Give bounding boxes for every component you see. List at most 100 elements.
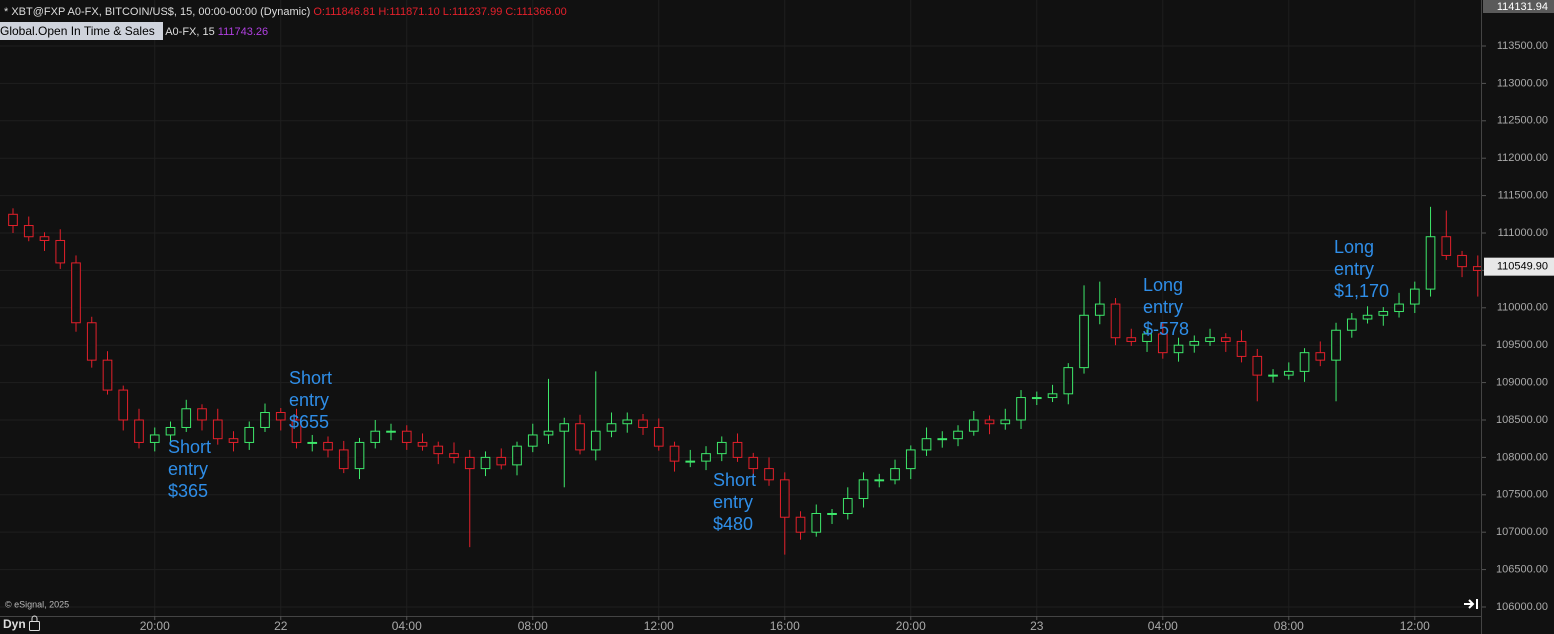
candle-body <box>1126 337 1137 342</box>
candle-body <box>1268 374 1278 377</box>
candle-body <box>417 441 428 447</box>
candle-body <box>512 445 522 466</box>
candle-body <box>480 456 491 470</box>
study-params: A0-FX, 15 <box>165 26 215 38</box>
candle-body <box>669 445 680 462</box>
y-tick-label: 108000.00 <box>1496 451 1548 463</box>
candle-body <box>653 426 664 447</box>
candle-body <box>212 419 223 440</box>
candle-body <box>401 430 412 443</box>
candle-body <box>8 213 18 227</box>
candle-body <box>1189 340 1200 346</box>
y-tick-label: 107500.00 <box>1496 489 1548 501</box>
x-tick-label: 04:00 <box>392 619 422 633</box>
candle-body <box>1220 337 1231 342</box>
candle-body <box>543 430 554 436</box>
candle-body <box>228 438 239 443</box>
candle-body <box>1362 314 1373 320</box>
candle-body <box>1205 337 1215 342</box>
candle-body <box>638 419 648 428</box>
candle-body <box>1173 344 1184 354</box>
study-value: 111743.26 <box>217 26 269 38</box>
candle-body <box>165 426 176 436</box>
annotation: $365 <box>168 481 208 501</box>
candle-body <box>197 408 207 421</box>
candle-body <box>275 412 286 421</box>
candle-body <box>527 434 538 447</box>
x-tick-label: 12:00 <box>644 619 674 633</box>
annotation: $480 <box>713 514 753 534</box>
candle-body <box>1157 333 1168 354</box>
candle-body <box>23 225 34 238</box>
y-tick-label: 113000.00 <box>1497 77 1548 89</box>
annotation: entry <box>1334 259 1374 279</box>
annotation: entry <box>168 459 208 479</box>
candle-body <box>118 389 129 421</box>
y-tick-label: 108500.00 <box>1496 414 1548 426</box>
candle-body <box>1378 311 1389 316</box>
x-tick-label: 20:00 <box>896 619 926 633</box>
candle-body <box>1094 303 1105 316</box>
candle-body <box>55 239 66 264</box>
x-tick-label: 12:00 <box>1400 619 1430 633</box>
annotation: Long <box>1143 275 1183 295</box>
study-label[interactable]: Global.Open In Time & Sales <box>0 22 163 40</box>
candle-body <box>1346 318 1357 331</box>
x-tick-label: 16:00 <box>770 619 800 633</box>
grid <box>0 0 1480 616</box>
y-tick-label: 112000.00 <box>1497 152 1548 164</box>
candle-body <box>39 236 50 241</box>
candle-body <box>323 441 333 451</box>
candle-body <box>1142 333 1152 342</box>
y-tick-label: 109000.00 <box>1496 376 1548 388</box>
candle-body <box>244 426 255 443</box>
labels: 106000.00 106500.00 107000.00 107500.00 1080… <box>140 0 1554 633</box>
scroll-icon <box>1464 599 1478 609</box>
y-tick-label: 113500.00 <box>1497 40 1548 52</box>
candle-body <box>1063 367 1074 395</box>
candle-body <box>1079 314 1089 369</box>
x-tick-label: 20:00 <box>140 619 170 633</box>
candle-body <box>496 456 507 466</box>
ohlc-readout: O:111846.81 H:111871.10 L:111237.99 C:11… <box>313 6 567 18</box>
candle-body <box>354 441 365 470</box>
last-price: 110549.90 <box>1497 261 1548 273</box>
candle-body <box>370 430 381 443</box>
x-tick-label: 04:00 <box>1148 619 1178 633</box>
top-price: 114131.94 <box>1497 1 1548 13</box>
candle-body <box>86 322 97 361</box>
candle-body <box>1299 352 1310 372</box>
candle-body <box>716 441 727 455</box>
candle-body <box>559 423 570 432</box>
candle-body <box>748 456 759 470</box>
y-tick-label: 111500.00 <box>1498 190 1548 202</box>
candle-body <box>685 460 696 463</box>
annotation: Short <box>168 437 211 457</box>
candle-body <box>890 468 900 481</box>
y-tick-label: 107000.00 <box>1496 526 1548 538</box>
candle-body <box>291 419 302 443</box>
y-tick-label: 112500.00 <box>1497 115 1548 127</box>
candle-body <box>764 468 774 481</box>
annotation: entry <box>289 390 329 410</box>
annotation: Short <box>289 368 332 388</box>
candle-body <box>827 512 837 515</box>
y-tick-label: 106000.00 <box>1496 601 1548 613</box>
candle-body <box>937 438 948 441</box>
annotation: $1,170 <box>1334 281 1389 301</box>
candle-body <box>842 498 853 514</box>
candle-body <box>1016 397 1026 421</box>
candle-body <box>1409 288 1420 305</box>
candle-body <box>71 262 81 324</box>
candle-body <box>1472 266 1481 271</box>
candle-body <box>260 412 270 428</box>
candle-body <box>575 423 585 451</box>
annotation: entry <box>1143 297 1183 317</box>
candle-body <box>149 434 160 443</box>
candle-body <box>1031 397 1042 400</box>
annotation: entry <box>713 492 753 512</box>
annotation: Short <box>713 470 756 490</box>
candle-body <box>795 516 806 533</box>
candle-body <box>386 430 396 433</box>
